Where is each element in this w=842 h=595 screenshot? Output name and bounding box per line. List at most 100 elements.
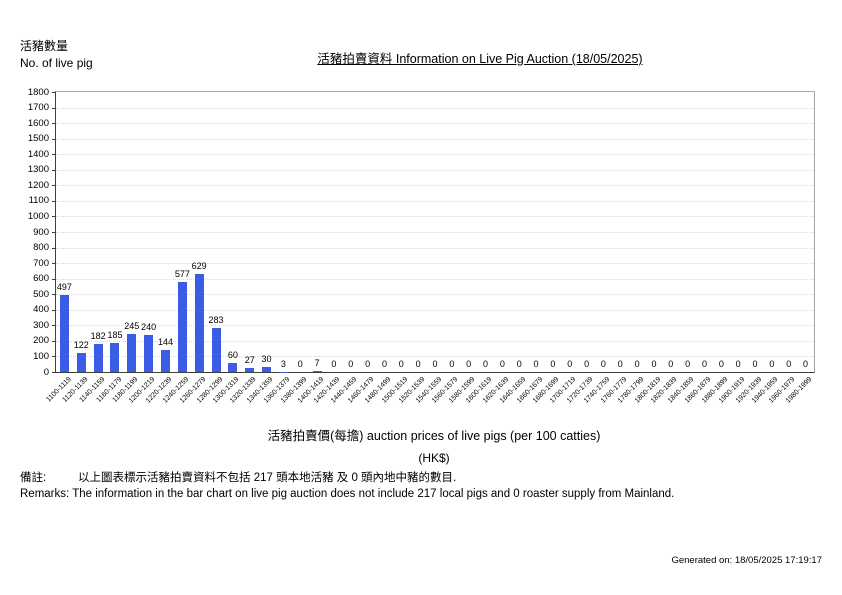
bar (194, 274, 204, 372)
bar-value-label: 0 (567, 359, 573, 369)
y-tick-label: 400 (33, 304, 49, 316)
bar (127, 333, 137, 372)
remarks-zh-text: 以上圖表標示活豬拍賣資料不包括 217 頭本地活豬 及 0 頭內地中豬的數目. (78, 472, 457, 484)
y-tick-label: 300 (33, 319, 49, 331)
bar-value-label: 0 (786, 359, 792, 369)
bar-value-label: 0 (701, 359, 708, 369)
y-tick-label: 700 (33, 257, 49, 269)
bar-value-label: 0 (752, 359, 758, 369)
y-tick-mark (52, 200, 56, 202)
bar-value-label: 0 (398, 359, 404, 369)
remarks-line-en: Remarks: The information in the bar char… (20, 488, 675, 500)
y-tick-mark (52, 154, 56, 156)
bar (228, 362, 238, 372)
bar-value-label: 3 (280, 358, 286, 369)
bar-value-label: 0 (499, 359, 505, 369)
bar (59, 294, 69, 372)
y-tick-mark (52, 356, 56, 358)
bar (211, 327, 221, 372)
y-tick-label: 600 (33, 273, 49, 285)
bar-value-label: 0 (365, 359, 371, 369)
y-tick-label: 100 (33, 350, 49, 362)
y-tick-mark (52, 185, 56, 187)
bar-value-label: 0 (297, 359, 303, 369)
bar-value-label: 30 (261, 354, 272, 365)
bar-value-label: 0 (449, 359, 455, 369)
y-tick-label: 1000 (27, 210, 49, 222)
gridline (56, 340, 814, 342)
y-tick-mark (52, 325, 56, 327)
gridline (56, 294, 814, 296)
gridline (56, 309, 814, 311)
bar-value-label: 144 (157, 336, 173, 347)
bar-value-label: 0 (432, 359, 438, 369)
bar-value-label: 7 (314, 357, 320, 368)
bar-value-label: 27 (244, 354, 255, 365)
bar-value-label: 0 (735, 359, 741, 369)
gridline (56, 216, 814, 218)
bar (110, 343, 120, 372)
bar-value-label: 0 (331, 359, 337, 369)
bar-value-label: 60 (227, 349, 238, 360)
y-axis-label-zh: 活豬數量 (20, 39, 69, 53)
x-axis-title: 活豬拍賣價(每擔) auction prices of live pigs (p… (267, 429, 601, 443)
bar-value-label: 0 (803, 359, 809, 369)
bar (76, 353, 86, 372)
remarks-zh-label: 備註: (20, 472, 47, 484)
bar-value-label: 245 (124, 320, 140, 331)
bar-value-label: 185 (107, 330, 123, 341)
gridline (56, 247, 814, 249)
y-tick-label: 1100 (28, 195, 49, 207)
gridline (56, 138, 814, 140)
y-tick-mark (52, 107, 56, 109)
y-tick-label: 1400 (27, 148, 49, 160)
chart-title: 活豬拍賣資料 Information on Live Pig Auction (… (317, 52, 643, 66)
bar-value-label: 497 (56, 281, 72, 292)
y-tick-label: 1800 (27, 86, 49, 98)
bar-chart-plot-area: 0 100 200 300 400 500 600 700 800 900 1000 1100 1200… (28, 87, 815, 405)
bar-value-label: 0 (685, 359, 691, 369)
y-tick-mark (52, 372, 56, 373)
bar (93, 343, 103, 372)
y-tick-label: 1700 (27, 102, 49, 114)
y-tick-label: 1500 (27, 133, 49, 145)
y-tick-label: 1600 (27, 117, 49, 129)
y-axis-label-en: No. of live pig (20, 56, 93, 70)
y-tick-mark (52, 169, 56, 171)
y-tick-mark (52, 92, 56, 93)
y-tick-mark (52, 138, 56, 140)
y-tick-mark (52, 340, 56, 342)
y-tick-mark (52, 294, 56, 296)
gridline (56, 154, 814, 156)
remarks-line-zh: 備註: 以上圖表標示活豬拍賣資料不包括 217 頭本地活豬 及 0 頭內地中豬的數… (20, 470, 674, 486)
y-tick-mark (52, 216, 56, 218)
gridline (56, 232, 814, 233)
bar (262, 367, 272, 372)
y-tick-mark (52, 232, 56, 233)
bar-value-label: 0 (533, 359, 539, 369)
y-tick-mark (52, 309, 56, 311)
bar-value-label: 577 (174, 269, 190, 280)
bar-value-label: 0 (718, 359, 724, 369)
bar (144, 334, 154, 372)
generated-on-timestamp: Generated on: 18/05/2025 17:19:17 (671, 555, 822, 566)
gridline (56, 107, 814, 109)
y-tick-label: 1200 (27, 179, 49, 191)
y-tick-label: 0 (43, 366, 49, 378)
bar-value-label: 283 (208, 314, 224, 325)
gridline (56, 123, 814, 125)
y-tick-mark (52, 123, 56, 125)
bar-value-label: 122 (73, 340, 89, 351)
y-tick-mark (52, 278, 56, 280)
bar-value-label: 182 (90, 330, 106, 341)
bar (245, 367, 255, 372)
bar (160, 349, 170, 372)
bar (177, 282, 187, 372)
bar-value-label: 0 (651, 359, 657, 369)
bar-value-label: 0 (466, 359, 472, 369)
y-tick-mark (52, 263, 56, 265)
remarks-block: 備註: 以上圖表標示活豬拍賣資料不包括 217 頭本地活豬 及 0 頭內地中豬的數… (20, 470, 674, 502)
gridline (56, 185, 814, 187)
gridline (56, 263, 814, 265)
